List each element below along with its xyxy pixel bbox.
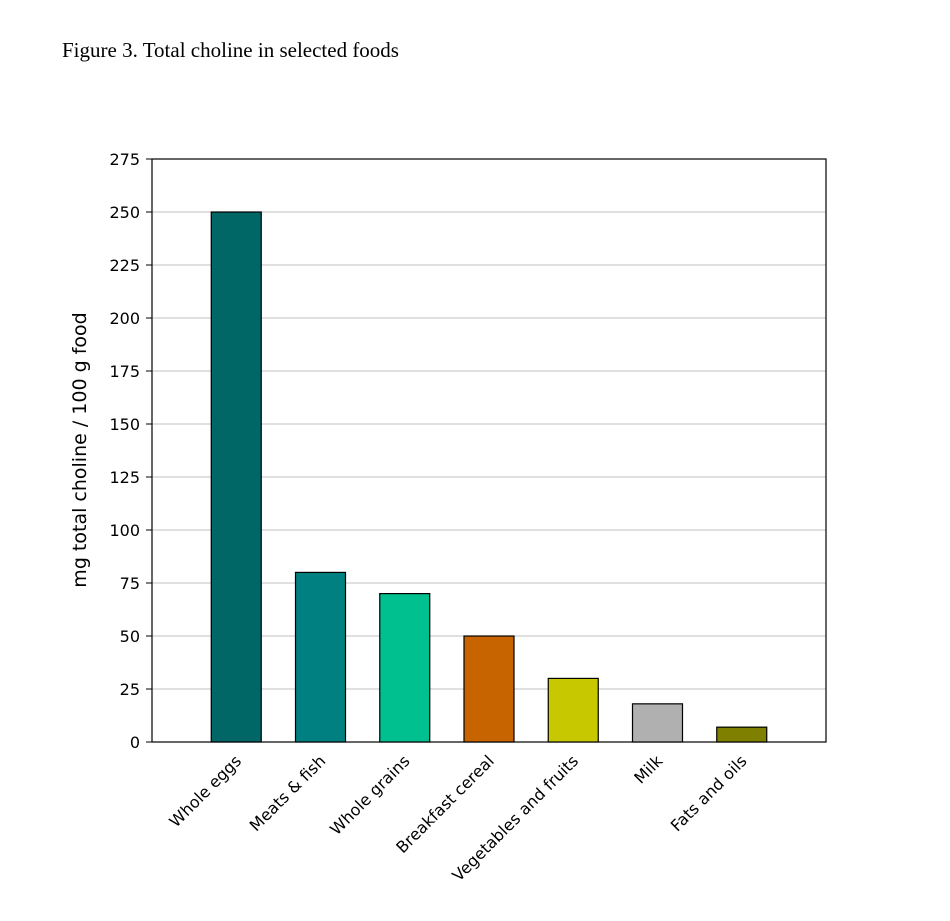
y-tick-label: 275	[109, 150, 140, 169]
bar	[547, 677, 599, 743]
x-tick-label: Fats and oils	[667, 751, 751, 835]
y-tick-label: 75	[120, 574, 140, 593]
x-tick-label: Meats & fish	[246, 751, 330, 835]
y-tick-label: 0	[130, 733, 140, 752]
y-tick-label: 125	[109, 468, 140, 487]
bar	[210, 211, 262, 743]
x-tick-label: Milk	[630, 751, 667, 788]
y-tick-label: 200	[109, 309, 140, 328]
y-tick-label: 175	[109, 362, 140, 381]
chart-title: Figure 3. Total choline in selected food…	[62, 38, 399, 62]
y-tick-label: 250	[109, 203, 140, 222]
bar	[631, 703, 684, 743]
y-tick-label: 25	[120, 680, 140, 699]
y-tick-label: 50	[120, 627, 140, 646]
y-axis-label: mg total choline / 100 g food	[69, 312, 91, 587]
y-tick-label: 225	[109, 256, 140, 275]
x-tick-label: Whole grains	[326, 751, 413, 838]
y-tick-label: 100	[109, 521, 140, 540]
bar	[294, 571, 347, 743]
bar	[716, 726, 768, 743]
y-tick-label: 150	[109, 415, 140, 434]
bar	[463, 635, 515, 743]
x-tick-label: Whole eggs	[165, 751, 245, 831]
bar	[379, 592, 431, 743]
